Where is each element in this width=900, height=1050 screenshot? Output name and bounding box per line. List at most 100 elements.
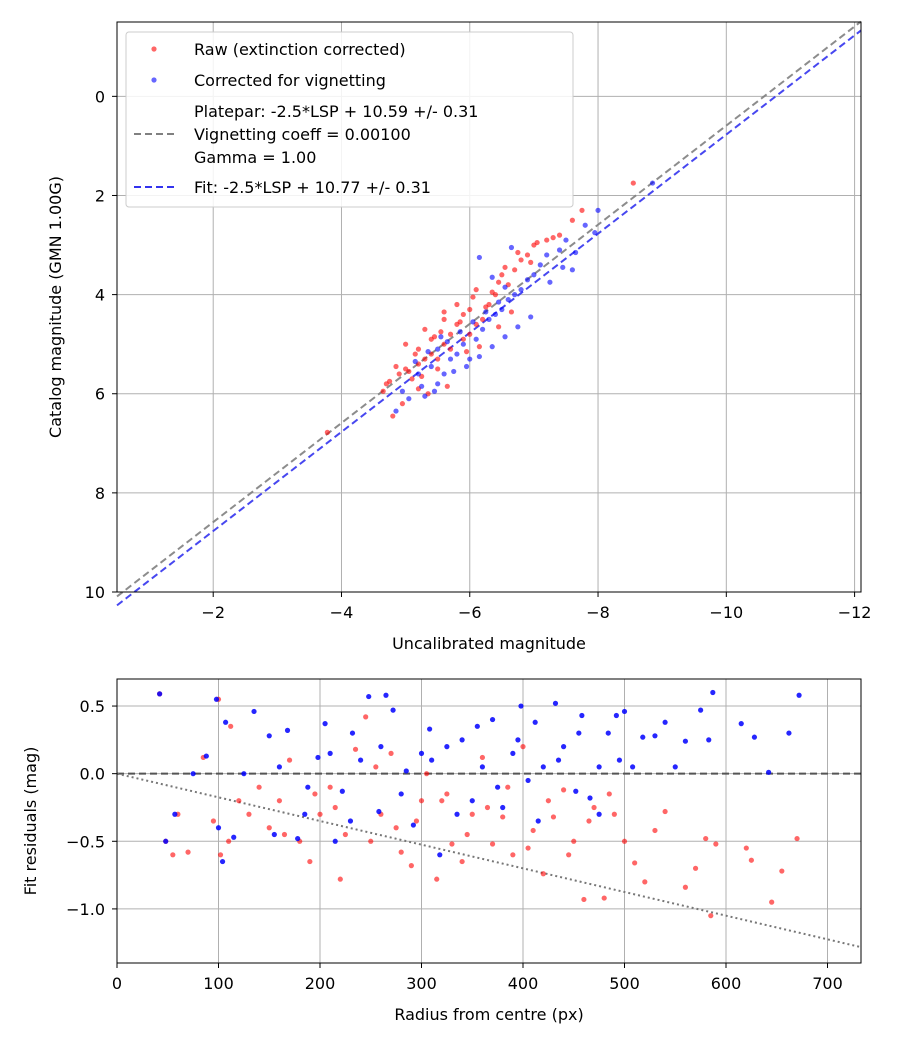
- data-point: [769, 899, 775, 905]
- data-point: [210, 818, 217, 824]
- data-point: [437, 852, 443, 858]
- calibration-plot: −2 −4 −6 −8 −10 −12 0 2 4 6 8 10 Uncalibrated magn…: [46, 20, 872, 653]
- data-point: [579, 712, 585, 719]
- legend-label-platepar-1: Platepar: -2.5*LSP + 10.59 +/- 0.31: [194, 102, 478, 121]
- data-point: [476, 353, 482, 360]
- data-point: [390, 707, 396, 713]
- data-point: [327, 784, 333, 790]
- data-point: [616, 757, 623, 763]
- scatter-points: [157, 689, 802, 919]
- data-point: [630, 180, 636, 186]
- data-point: [337, 876, 343, 882]
- x-tick-label: 600: [711, 974, 742, 993]
- data-point: [457, 329, 463, 335]
- data-point: [652, 733, 658, 739]
- data-point: [556, 247, 563, 253]
- data-point: [573, 788, 579, 794]
- data-point: [502, 334, 508, 340]
- data-point: [649, 180, 656, 186]
- data-point: [459, 858, 465, 865]
- data-point: [428, 363, 434, 370]
- data-point: [531, 272, 537, 278]
- x-axis-label: Uncalibrated magnitude: [392, 634, 586, 653]
- data-point: [528, 314, 534, 320]
- data-point: [591, 804, 597, 811]
- data-point: [251, 708, 257, 715]
- data-point: [408, 863, 414, 869]
- data-point: [561, 787, 567, 793]
- data-point: [496, 324, 502, 330]
- data-point: [415, 346, 422, 352]
- data-point: [393, 825, 399, 831]
- data-point: [469, 811, 475, 817]
- data-point: [496, 299, 502, 305]
- data-point: [544, 237, 550, 243]
- fit-lines: [116, 20, 862, 607]
- data-point: [368, 838, 374, 844]
- data-point: [748, 857, 754, 863]
- legend-label-platepar-2: Vignetting coeff = 0.00100: [194, 125, 411, 144]
- data-point: [579, 207, 585, 213]
- data-point: [444, 339, 450, 345]
- data-point: [592, 230, 598, 236]
- data-point: [508, 244, 515, 251]
- data-point: [228, 723, 234, 729]
- data-point: [524, 252, 531, 258]
- data-point: [172, 811, 178, 817]
- y-tick-label: −0.5: [66, 832, 105, 851]
- data-point: [510, 750, 516, 756]
- data-point: [743, 845, 749, 851]
- x-tick-label: −2: [201, 603, 225, 622]
- data-point: [403, 341, 409, 347]
- data-point: [185, 849, 191, 855]
- data-point: [587, 795, 593, 801]
- data-point: [284, 727, 291, 733]
- data-point: [525, 845, 531, 851]
- data-point: [422, 356, 428, 362]
- data-point: [489, 274, 495, 280]
- data-point: [489, 841, 496, 847]
- data-point: [545, 798, 551, 804]
- data-point: [435, 366, 441, 372]
- data-point: [266, 733, 272, 739]
- data-point: [467, 306, 473, 313]
- data-point: [423, 771, 430, 777]
- data-point: [449, 841, 455, 847]
- data-point: [425, 349, 431, 355]
- data-point: [388, 750, 394, 756]
- data-point: [305, 784, 311, 790]
- data-point: [708, 913, 714, 919]
- data-point: [550, 235, 556, 241]
- x-tick-label: −12: [838, 603, 872, 622]
- data-point: [476, 344, 482, 350]
- x-tick-label: 700: [812, 974, 843, 993]
- y-tick-label: 10: [85, 583, 105, 602]
- data-point: [556, 232, 563, 238]
- data-point: [399, 388, 406, 394]
- data-point: [373, 764, 379, 770]
- data-point: [241, 771, 247, 777]
- data-point: [515, 249, 521, 256]
- data-point: [581, 896, 587, 903]
- data-point: [613, 712, 619, 719]
- legend: Raw (extinction corrected) Corrected for…: [125, 31, 574, 208]
- data-point: [489, 344, 495, 350]
- legend-label-raw: Raw (extinction corrected): [194, 40, 406, 59]
- data-point: [473, 287, 479, 293]
- data-point: [586, 818, 592, 824]
- data-point: [703, 835, 709, 842]
- data-point: [606, 791, 612, 797]
- x-tick-label: −8: [586, 603, 610, 622]
- data-point: [500, 814, 506, 820]
- data-point: [535, 818, 541, 824]
- data-point: [595, 207, 601, 213]
- data-point: [486, 316, 492, 322]
- data-point: [512, 292, 518, 298]
- data-point: [605, 730, 611, 736]
- data-point: [495, 784, 501, 790]
- data-point: [286, 757, 293, 763]
- y-tick-label: 0.5: [80, 697, 105, 716]
- reference-line-vignetting: [116, 772, 862, 949]
- x-tick-label: 0: [112, 974, 122, 993]
- data-point: [502, 264, 508, 270]
